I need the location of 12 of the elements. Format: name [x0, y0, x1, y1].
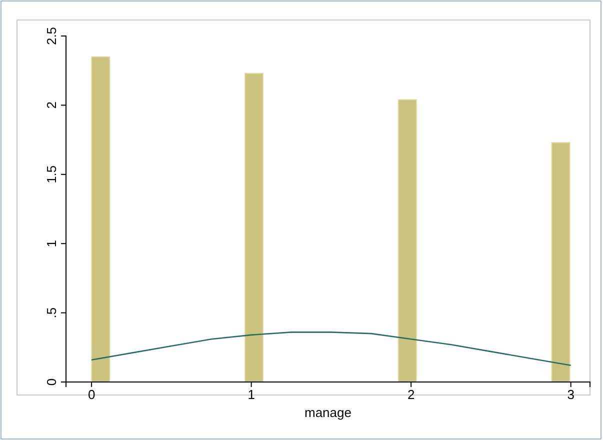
y-tick-label: 2.5	[44, 26, 59, 46]
x-axis-title: manage	[304, 405, 352, 420]
y-tick-label: 1.5	[44, 165, 59, 184]
y-tick-label: 0	[44, 378, 59, 386]
x-tick-label: 3	[567, 387, 574, 402]
line-series	[90, 332, 572, 366]
x-tick-label: 2	[407, 387, 415, 402]
x-tick-label: 1	[248, 387, 255, 402]
y-tick-label: 1	[44, 240, 59, 248]
x-tick-label: 0	[88, 387, 96, 402]
y-tick-label: 2	[44, 102, 59, 109]
y-tick-label: .5	[44, 307, 59, 318]
